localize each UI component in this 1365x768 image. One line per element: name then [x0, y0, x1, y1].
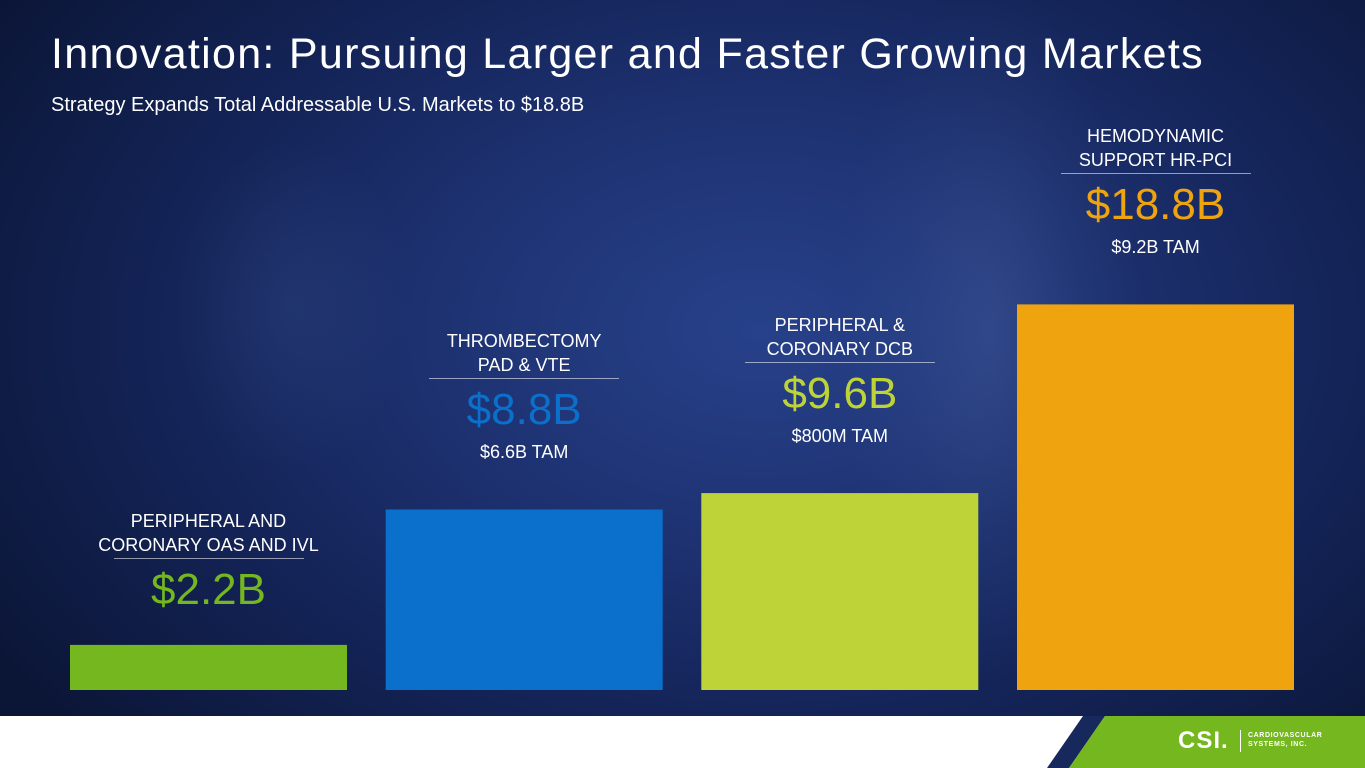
- category-label: PAD & VTE: [477, 355, 571, 376]
- csi-logo-mark: CSI.: [1178, 727, 1229, 754]
- value-label: $9.6B: [782, 369, 898, 419]
- bar-1: [70, 644, 347, 690]
- category-label: HEMODYNAMIC: [1086, 126, 1224, 147]
- logo-line-2: SYSTEMS, INC.: [1248, 741, 1308, 748]
- category-label: THROMBECTOMY: [446, 331, 602, 352]
- logo-line-1: CARDIOVASCULAR: [1248, 732, 1323, 739]
- footer-accent-shape: [1047, 716, 1365, 768]
- category-label: PERIPHERAL &: [774, 315, 906, 336]
- value-label: $18.8B: [1085, 180, 1226, 230]
- tam-label: $6.6B TAM: [479, 442, 569, 463]
- label-divider: [744, 362, 935, 364]
- tam-label: $9.2B TAM: [1111, 237, 1200, 258]
- tam-label: $800M TAM: [791, 426, 889, 447]
- label-divider: [429, 378, 620, 380]
- label-divider: [113, 557, 304, 559]
- category-label: CORONARY DCB: [766, 339, 914, 360]
- bar-label-dcb: PERIPHERAL & CORONARY DCB $9.6B $800M TA…: [710, 313, 970, 447]
- category-label: SUPPORT HR-PCI: [1078, 150, 1233, 171]
- bar-4: [1017, 304, 1294, 690]
- slide-background: Innovation: Pursuing Larger and Faster G…: [0, 0, 1365, 716]
- value-label: $2.2B: [151, 564, 266, 614]
- bar-3: [701, 493, 979, 690]
- logo-divider: [1240, 730, 1241, 752]
- category-label: PERIPHERAL AND: [130, 510, 287, 531]
- label-divider: [1060, 173, 1251, 175]
- slide-subtitle: Strategy Expands Total Addressable U.S. …: [51, 94, 585, 116]
- footer-bar: [0, 716, 1365, 768]
- bar-2: [385, 509, 663, 690]
- value-label: $8.8B: [466, 385, 582, 435]
- bar-label-thrombectomy: THROMBECTOMY PAD & VTE $8.8B $6.6B TAM: [394, 329, 654, 463]
- bar-label-oas-ivl: PERIPHERAL AND CORONARY OAS AND IVL $2.2…: [79, 509, 339, 615]
- slide-title: Innovation: Pursuing Larger and Faster G…: [51, 30, 1204, 78]
- company-name-logo: CARDIOVASCULAR SYSTEMS, INC.: [1248, 731, 1322, 749]
- bar-label-hemodynamic: HEMODYNAMIC SUPPORT HR-PCI $18.8B $9.2B …: [1026, 124, 1286, 258]
- bar-chart: [70, 304, 1294, 690]
- category-label: CORONARY OAS AND IVL: [98, 534, 319, 555]
